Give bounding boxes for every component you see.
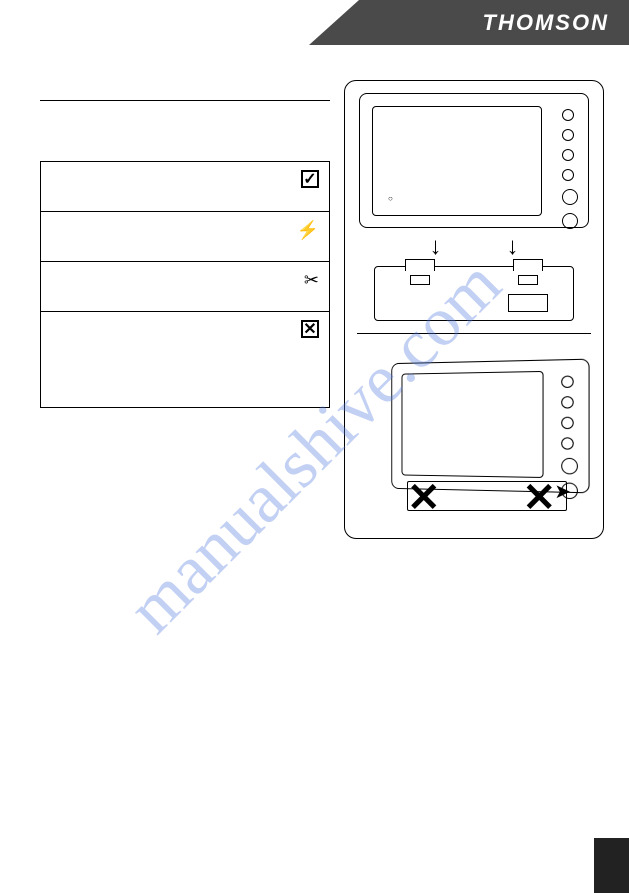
base-slot-left: [410, 275, 430, 285]
monitor-button-4: [562, 169, 574, 181]
monitor-tilted-view: [391, 359, 589, 494]
monitor-screen-tilted: [402, 371, 544, 478]
info-row-check: ✓: [41, 162, 329, 212]
monitor-front-view: ○: [359, 93, 589, 228]
base-tab-right: [513, 259, 543, 271]
cross-icon: ✕: [301, 320, 319, 338]
check-icon: ✓: [301, 170, 319, 188]
header-bar: THOMSON: [309, 0, 629, 45]
monitor-screen: ○: [372, 106, 542, 216]
bolt-icon: ⚡: [297, 220, 319, 241]
content-left-column: ✓ ⚡ ✂ ✕: [40, 100, 330, 408]
info-row-electrical: ⚡: [41, 212, 329, 262]
prohibit-cross-right: ✕: [522, 475, 556, 521]
base-port: [508, 294, 548, 312]
tool-icon: ✂: [304, 270, 319, 291]
monitor-button-1: [562, 109, 574, 121]
monitor-button-3: [562, 149, 574, 161]
diagram-assembly: ○ ↓ ↓: [357, 93, 591, 334]
monitor-button: [561, 458, 578, 475]
monitor-button-5: [562, 189, 578, 205]
monitor-button: [561, 376, 574, 389]
monitor-button-2: [562, 129, 574, 141]
monitor-button-panel: [562, 109, 578, 229]
diagram-prohibited: ✕ ✕ ➤: [357, 346, 591, 526]
base-tab-left: [405, 259, 435, 271]
info-row-prohibited: ✕: [41, 312, 329, 407]
monitor-button: [561, 417, 574, 429]
info-table: ✓ ⚡ ✂ ✕: [40, 161, 330, 408]
base-unit: [374, 266, 574, 321]
arrow-down-icon: ↓: [507, 233, 519, 261]
monitor-button: [561, 396, 574, 408]
footer-page-tab: [594, 838, 629, 893]
brand-logo: THOMSON: [483, 10, 609, 36]
motion-arrow-icon: ➤: [554, 479, 571, 504]
arrow-down-icon: ↓: [430, 233, 442, 261]
indicator-dot: ○: [388, 194, 393, 203]
diagram-container: ○ ↓ ↓: [344, 80, 604, 539]
monitor-button-6: [562, 213, 578, 229]
assembly-arrows: ↓ ↓: [357, 233, 591, 261]
section-divider: [40, 100, 330, 101]
base-slot-right: [518, 275, 538, 285]
prohibit-cross-left: ✕: [407, 475, 441, 521]
monitor-button: [561, 437, 574, 449]
info-row-tool: ✂: [41, 262, 329, 312]
